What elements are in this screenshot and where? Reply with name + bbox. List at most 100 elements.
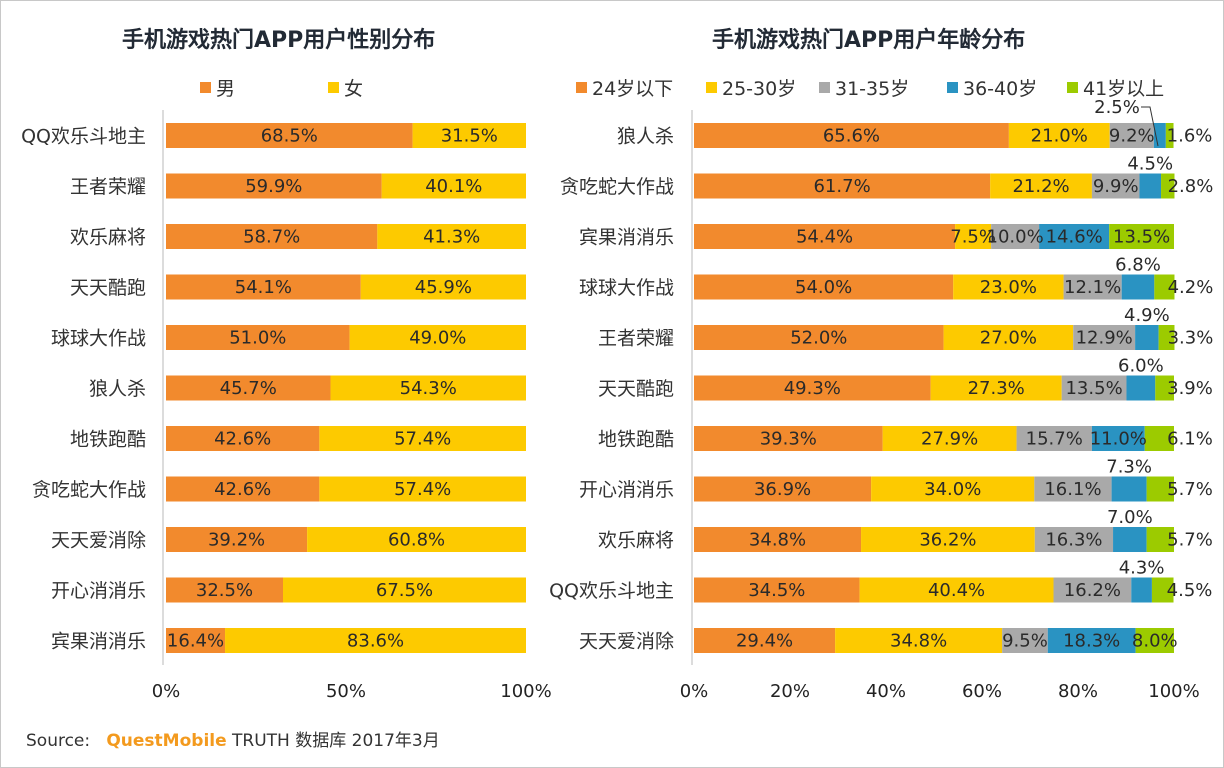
age-category-label: 宾果消消乐: [579, 227, 674, 249]
age-bar-segment: [882, 426, 1017, 451]
age-data-label: 7.5%: [950, 227, 996, 248]
age-bar-segment: [1039, 224, 1110, 249]
gender-category-label: 欢乐麻将: [70, 227, 146, 249]
gender-bar-segment: [166, 426, 320, 451]
age-data-label: 13.5%: [1113, 227, 1170, 248]
legend-swatch: [200, 82, 211, 93]
age-leader-line: [1141, 106, 1159, 147]
gender-x-tick-label: 0%: [152, 681, 181, 702]
age-data-label: 34.5%: [748, 580, 805, 601]
age-data-label: 6.8%: [1115, 255, 1161, 276]
age-category-label: 天天酷跑: [598, 378, 674, 400]
gender-x-tick-label: 100%: [500, 681, 551, 702]
age-data-label: 21.2%: [1012, 176, 1069, 197]
age-data-label: 9.2%: [1109, 126, 1155, 147]
age-bar-segment: [991, 224, 1040, 249]
age-data-label: 65.6%: [823, 126, 880, 147]
legend-label: 31-35岁: [835, 78, 910, 100]
age-data-label: 15.7%: [1026, 429, 1083, 450]
gender-data-label: 68.5%: [261, 126, 318, 147]
age-bar-segment: [1135, 325, 1159, 350]
age-data-label: 52.0%: [790, 328, 847, 349]
legend-label: 25-30岁: [722, 78, 797, 100]
age-data-label: 34.0%: [924, 479, 981, 500]
gender-bar-segment: [166, 375, 331, 401]
gender-category-label: 狼人杀: [89, 378, 146, 400]
age-bar-segment: [1047, 628, 1136, 653]
age-data-label: 34.8%: [749, 530, 806, 551]
age-data-label: 16.1%: [1044, 479, 1101, 500]
age-data-label: 3.9%: [1167, 378, 1213, 399]
legend-item-1: 女: [328, 74, 363, 101]
age-bar-segment: [1008, 123, 1110, 148]
gender-data-label: 58.7%: [243, 227, 300, 248]
age-data-label: 23.0%: [980, 277, 1037, 298]
age-bar-segment: [1151, 577, 1174, 603]
age-data-label: 16.2%: [1064, 580, 1121, 601]
age-category-label: 王者荣耀: [598, 328, 674, 350]
age-data-label: 4.2%: [1168, 277, 1214, 298]
age-data-label: 5.7%: [1167, 479, 1213, 500]
age-category-label: 开心消消乐: [579, 479, 674, 501]
legend-label: 41岁以上: [1083, 78, 1165, 100]
age-bar-segment: [930, 375, 1062, 401]
age-bar-segment: [1131, 577, 1152, 603]
age-bar-segment: [1158, 325, 1175, 350]
gender-category-label: QQ欢乐斗地主: [21, 126, 146, 148]
age-bar-segment: [859, 577, 1054, 603]
age-data-label: 8.0%: [1132, 631, 1178, 652]
gender-bar-segment: [166, 173, 382, 199]
gender-data-label: 51.0%: [229, 328, 286, 349]
gender-data-label: 83.6%: [347, 631, 404, 652]
age-data-label: 49.3%: [784, 378, 841, 399]
gender-data-label: 67.5%: [376, 580, 433, 601]
age-bar-segment: [694, 426, 883, 451]
legend-swatch: [576, 82, 587, 93]
age-bar-segment: [1002, 628, 1048, 653]
legend-label: 24岁以下: [592, 78, 674, 100]
age-data-label: 40.4%: [928, 580, 985, 601]
age-data-label: 12.1%: [1064, 277, 1121, 298]
age-bar-segment: [943, 325, 1074, 350]
age-bar-segment: [1091, 426, 1145, 451]
gender-data-label: 42.6%: [214, 479, 271, 500]
gender-data-label: 41.3%: [423, 227, 480, 248]
gender-category-label: 贪吃蛇大作战: [32, 479, 146, 501]
age-bar-segment: [871, 476, 1035, 502]
gender-category-label: 天天爱消除: [51, 530, 146, 552]
age-data-label: 61.7%: [813, 176, 870, 197]
legend-swatch: [1067, 82, 1078, 93]
source-suffix: TRUTH 数据库 2017年3月: [232, 731, 440, 751]
age-data-label: 9.9%: [1093, 176, 1139, 197]
gender-data-label: 39.2%: [208, 530, 265, 551]
age-data-label: 34.8%: [890, 631, 947, 652]
gender-data-label: 32.5%: [196, 580, 253, 601]
age-bar-segment: [694, 123, 1009, 148]
gender-data-label: 49.0%: [409, 328, 466, 349]
age-bar-segment: [861, 527, 1035, 552]
age-bar-segment: [694, 577, 860, 603]
legend-label: 女: [344, 78, 364, 100]
age-data-label: 13.5%: [1065, 378, 1122, 399]
age-data-label: 7.0%: [1107, 507, 1153, 528]
age-bar-segment: [955, 224, 992, 249]
gender-data-label: 54.3%: [400, 378, 457, 399]
gender-data-label: 42.6%: [214, 429, 271, 450]
gender-bar-segment: [319, 426, 526, 451]
gender-bar-segment: [283, 577, 526, 603]
gender-data-label: 31.5%: [441, 126, 498, 147]
gender-category-label: 地铁跑酷: [70, 429, 146, 451]
age-bar-segment: [1063, 274, 1122, 300]
age-bar-segment: [1126, 375, 1156, 401]
age-data-label: 27.9%: [921, 429, 978, 450]
age-data-label: 29.4%: [736, 631, 793, 652]
age-bar-segment: [1109, 123, 1154, 148]
age-data-label: 36.2%: [919, 530, 976, 551]
age-bar-segment: [1034, 476, 1112, 502]
age-bar-segment: [1154, 274, 1175, 300]
age-data-label: 2.8%: [1168, 176, 1214, 197]
age-bar-segment: [1053, 577, 1132, 603]
gender-category-label: 宾果消消乐: [51, 631, 146, 653]
gender-bar-segment: [166, 476, 320, 502]
age-bar-segment: [1016, 426, 1092, 451]
